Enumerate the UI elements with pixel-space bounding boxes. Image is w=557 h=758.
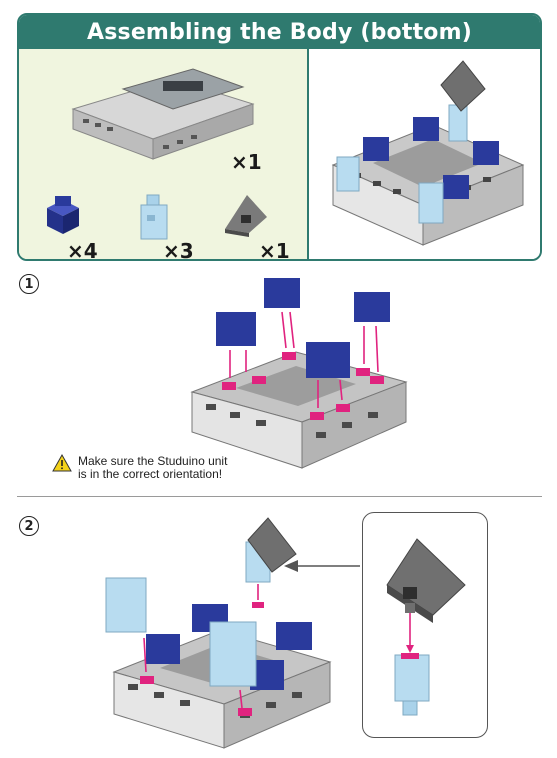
completed-body-preview xyxy=(311,49,540,259)
parts-title: Assembling the Body (bottom) xyxy=(19,15,540,49)
detail-illustration xyxy=(386,538,466,716)
blue-block-image xyxy=(47,196,79,234)
gray-triangle-block-qty: ×1 xyxy=(259,239,290,261)
parts-box: Assembling the Body (bottom) ×1 ×4 xyxy=(17,13,542,261)
warning-icon xyxy=(52,453,72,472)
orientation-warning: Make sure the Studuino unit is in the co… xyxy=(52,452,282,488)
completed-body-image xyxy=(331,60,525,246)
gray-triangle-block-image xyxy=(225,195,267,237)
step-1-number: 1 xyxy=(19,274,39,294)
parts-list: ×1 ×4 ×3 ×1 xyxy=(19,49,309,261)
light-blue-block-image xyxy=(140,194,168,240)
blue-block-marks-step1 xyxy=(216,278,390,378)
step-1-illustration xyxy=(190,278,408,469)
insert-arrows xyxy=(229,311,379,408)
step-divider xyxy=(17,496,542,497)
detail-pointer-arrow xyxy=(284,560,360,572)
blue-block-marks xyxy=(363,117,499,199)
blue-block-qty: ×4 xyxy=(67,239,98,261)
step-2-number: 2 xyxy=(19,516,39,536)
studuino-unit-image xyxy=(71,68,255,160)
detail-callout xyxy=(362,512,488,738)
warning-text: Make sure the Studuino unit is in the co… xyxy=(78,454,228,481)
mounting-markers xyxy=(222,352,384,420)
studuino-unit-qty: ×1 xyxy=(231,150,262,174)
step-2-illustration xyxy=(105,517,360,749)
light-blue-block-qty: ×3 xyxy=(163,239,194,261)
